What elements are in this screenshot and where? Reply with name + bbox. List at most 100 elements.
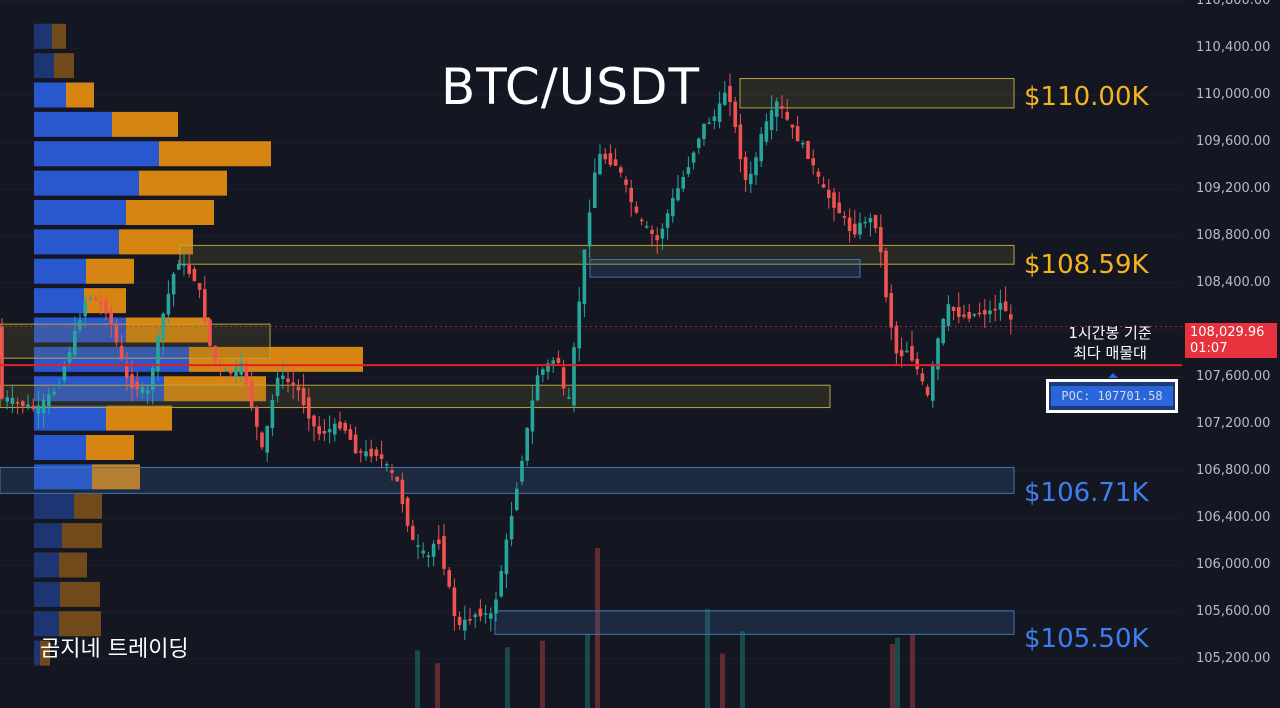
candle-body	[312, 415, 316, 427]
poc-annotation: 1시간봉 기준 최다 매물대	[1050, 323, 1170, 363]
level-label-105-50k: $105.50K	[1024, 624, 1149, 654]
candle-body	[905, 350, 909, 353]
candle-body	[723, 92, 727, 105]
candle-body	[504, 539, 509, 575]
candle-body	[535, 375, 540, 401]
profile-sell-bar	[126, 200, 214, 225]
candle-body	[868, 218, 873, 223]
candle-body	[733, 101, 737, 128]
candle-body	[1003, 301, 1008, 312]
candle-body	[847, 217, 852, 231]
candle-body	[806, 140, 810, 159]
profile-sell-bar	[54, 53, 74, 79]
candle-body	[780, 106, 784, 109]
zone-box	[589, 259, 861, 278]
candle-body	[572, 347, 576, 406]
candle-body	[483, 613, 488, 615]
candle-body	[697, 138, 701, 148]
profile-sell-bar	[74, 493, 102, 519]
volume-bar	[415, 650, 420, 708]
profile-buy-bar	[34, 523, 62, 549]
candle-body	[99, 301, 103, 305]
candle-body	[577, 301, 581, 349]
candle-body	[967, 312, 971, 319]
candle-body	[686, 167, 691, 174]
volume-bar	[740, 631, 745, 708]
candle-body	[333, 423, 337, 435]
candle-body	[520, 460, 524, 482]
candle-body	[561, 367, 566, 389]
candle-body	[62, 365, 67, 381]
candle-body	[879, 226, 883, 253]
y-tick-label: 110,400.00	[1196, 40, 1271, 55]
candle-body	[608, 153, 613, 165]
candle-body	[530, 400, 535, 432]
volume-bar	[705, 608, 710, 708]
candle-body	[889, 293, 893, 328]
volume-bar	[585, 634, 590, 708]
candle-body	[827, 189, 831, 199]
candle-body	[322, 430, 327, 434]
candle-body	[977, 312, 982, 315]
candle-body	[837, 202, 841, 214]
profile-buy-bar	[34, 258, 86, 284]
candle-body	[192, 268, 197, 281]
profile-buy-bar	[34, 23, 52, 49]
profile-buy-bar	[34, 53, 54, 79]
profile-buy-bar	[34, 581, 60, 607]
candle-body	[790, 124, 795, 128]
candle-body	[36, 405, 41, 414]
candle-body	[411, 525, 415, 540]
zone-box	[494, 610, 1015, 635]
candle-body	[452, 587, 457, 617]
candle-body	[390, 469, 394, 473]
candle-body	[681, 177, 685, 189]
profile-buy-bar	[34, 552, 59, 578]
profile-buy-bar	[34, 111, 112, 137]
candle-body	[551, 360, 555, 364]
brand-label: 곰지네 트레이딩	[40, 637, 189, 662]
zone-box	[0, 384, 831, 409]
candle-body	[842, 216, 847, 218]
candle-body	[265, 425, 269, 453]
candle-body	[489, 613, 493, 619]
candle-body	[203, 289, 207, 322]
profile-sell-bar	[62, 523, 102, 549]
candle-body	[541, 369, 545, 375]
candle-body	[0, 326, 4, 399]
volume-bar	[720, 653, 725, 708]
candle-body	[78, 320, 82, 330]
profile-sell-bar	[59, 552, 87, 578]
candle-body	[634, 206, 639, 213]
poc-label-box: POC: 107701.58	[1046, 379, 1178, 413]
candle-body	[998, 302, 1003, 310]
profile-sell-bar	[59, 611, 101, 637]
candle-body	[468, 619, 472, 621]
candle-body	[759, 134, 763, 162]
candle-body	[946, 304, 951, 326]
candle-body	[473, 614, 477, 618]
candle-body	[884, 250, 888, 298]
level-label-106-71k: $106.71K	[1024, 478, 1149, 508]
candle-body	[208, 319, 212, 346]
candle-body	[910, 346, 914, 361]
candle-body	[951, 307, 956, 311]
candle-body	[816, 171, 821, 177]
candle-body	[494, 599, 498, 614]
candle-body	[161, 313, 165, 341]
candle-body	[379, 454, 384, 459]
y-tick-label: 109,600.00	[1196, 134, 1271, 149]
candle-body	[795, 126, 800, 142]
candle-body	[57, 384, 61, 387]
candle-body	[301, 387, 306, 406]
candle-body	[442, 535, 446, 569]
candle-body	[364, 451, 368, 457]
candle-body	[613, 159, 618, 166]
candle-body	[119, 345, 124, 360]
candle-body	[499, 570, 503, 597]
y-tick-label: 110,800.00	[1196, 0, 1271, 8]
candle-body	[894, 325, 899, 354]
candle-body	[821, 184, 826, 188]
profile-sell-bar	[119, 229, 193, 255]
